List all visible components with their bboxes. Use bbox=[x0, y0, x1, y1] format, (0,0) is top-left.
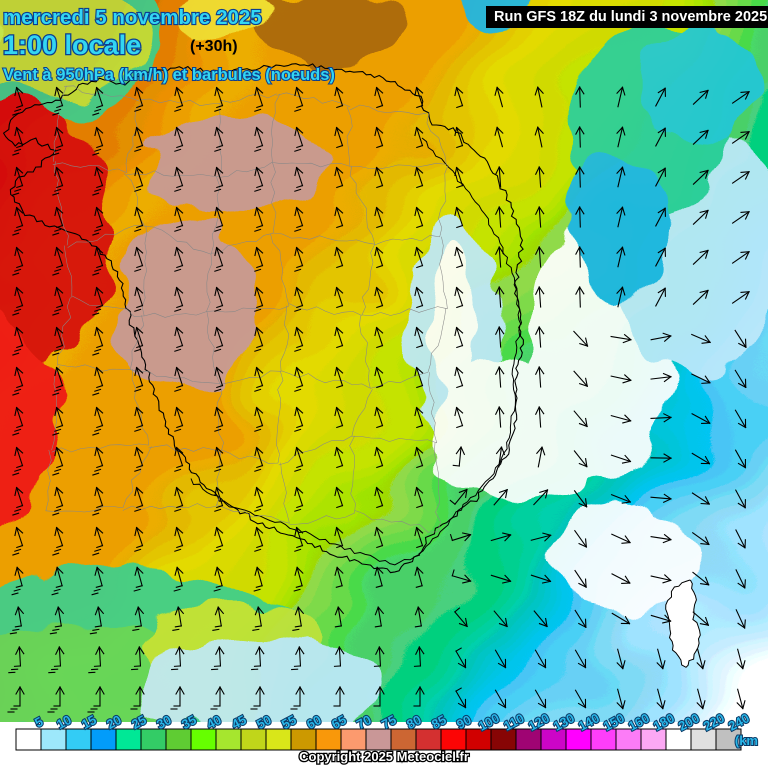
svg-text:(+30h): (+30h) bbox=[190, 38, 238, 55]
svg-text:Vent à 950hPa (km/h) et barbul: Vent à 950hPa (km/h) et barbules (noeuds… bbox=[3, 66, 335, 84]
svg-text:mercredi 5 novembre 2025: mercredi 5 novembre 2025 bbox=[3, 6, 262, 29]
svg-text:1:00 locale: 1:00 locale bbox=[3, 30, 141, 60]
svg-text:Copyright 2025 Meteociel.fr: Copyright 2025 Meteociel.fr bbox=[299, 749, 469, 764]
svg-text:(km: (km bbox=[735, 733, 758, 748]
svg-text:Run GFS 18Z du lundi 3 novembr: Run GFS 18Z du lundi 3 novembre 2025 bbox=[494, 9, 767, 25]
